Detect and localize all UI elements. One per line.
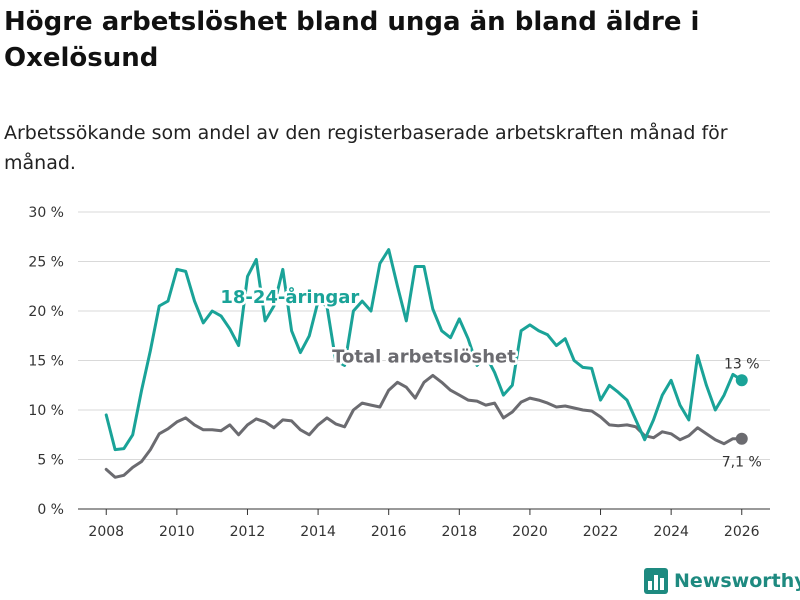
y-tick-label: 25 % [28,255,64,271]
grid-layer [78,211,770,460]
series-end-point-total [735,432,748,445]
label-layer: 7,1 % Total arbetslöshet 13 % 18-24-åringar [218,284,762,471]
x-tick-label: 2022 [583,524,619,540]
x-tick-label: 2010 [159,524,195,540]
brand-logo: Newsworthy [644,568,800,594]
x-tick-label: 2012 [230,524,266,540]
series-line-youth [104,248,744,452]
series-end-point-youth [735,374,748,387]
bar-chart-logo-icon [644,568,668,594]
x-tick-label: 2014 [300,524,336,540]
x-tick-label: 2018 [441,524,477,540]
series-end-label-youth: 13 % [724,356,760,372]
series-label-youth: 18-24-åringar [220,286,359,308]
brand-name: Newsworthy [674,570,800,592]
y-tick-label: 15 % [28,354,64,370]
page-title: Högre arbetslöshet bland unga än bland ä… [4,7,700,73]
series-layer [104,248,748,479]
series-end-label-total: 7,1 % [722,455,762,471]
series-line-total [104,373,744,479]
y-tick-label: 20 % [28,304,64,320]
y-tick-label: 10 % [28,403,64,419]
y-tick-label: 5 % [37,453,64,469]
x-tick-label: 2016 [371,524,407,540]
series-label-total: Total arbetslöshet [332,346,516,367]
x-tick-label: 2020 [512,524,548,540]
x-tick-label: 2026 [724,524,760,540]
y-tick-label: 30 % [28,205,64,221]
page-subtitle: Arbetssökande som andel av den registerb… [4,122,728,174]
x-tick-label: 2024 [653,524,689,540]
axis-layer: 0 % 5 % 10 % 15 % 20 % 25 % 30 % 2008 2010 2012 20… [28,205,770,540]
y-tick-label: 0 % [37,502,64,518]
x-tick-label: 2008 [88,524,124,540]
